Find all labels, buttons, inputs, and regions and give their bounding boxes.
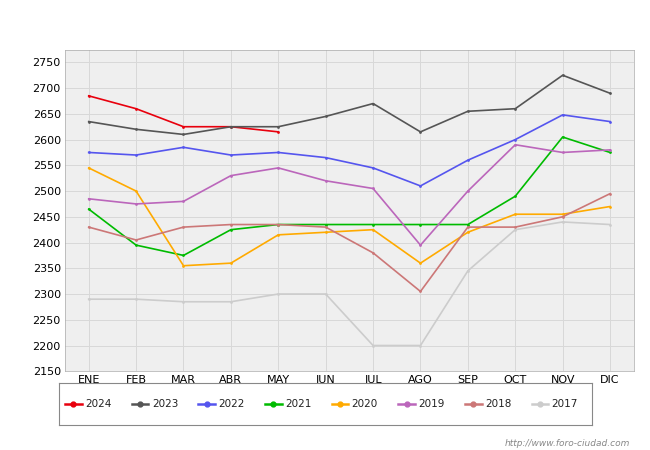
Text: 2024: 2024 (85, 399, 112, 409)
Text: Afiliados en Benetússer a 31/5/2024: Afiliados en Benetússer a 31/5/2024 (180, 16, 470, 31)
Text: 2020: 2020 (352, 399, 378, 409)
Text: 2018: 2018 (485, 399, 512, 409)
Text: 2023: 2023 (152, 399, 178, 409)
Text: 2021: 2021 (285, 399, 311, 409)
Text: 2019: 2019 (419, 399, 445, 409)
Text: http://www.foro-ciudad.com: http://www.foro-ciudad.com (505, 439, 630, 448)
Text: 2022: 2022 (218, 399, 245, 409)
Text: 2017: 2017 (551, 399, 578, 409)
